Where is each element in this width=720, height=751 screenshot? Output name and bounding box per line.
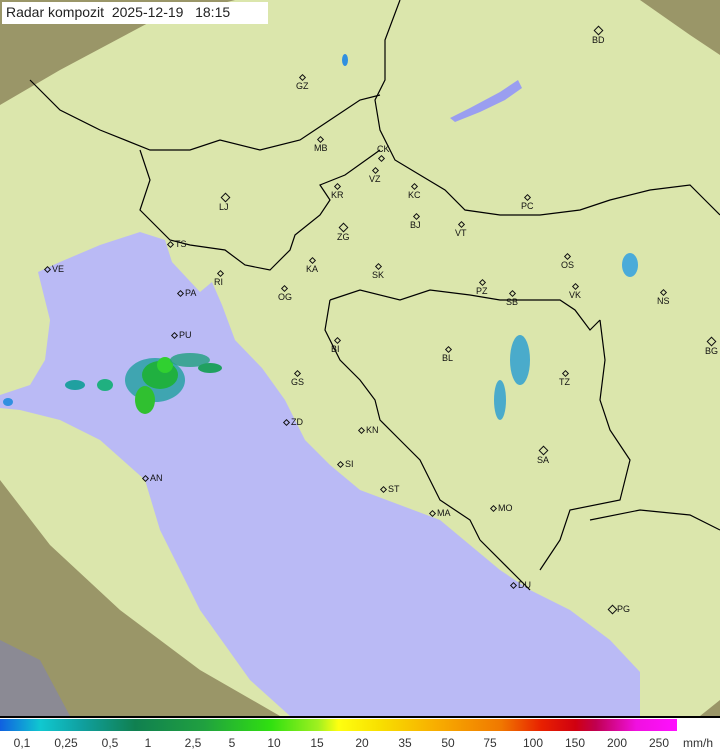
city-label-sb: SB	[506, 297, 519, 307]
sea-outside-coverage	[0, 640, 70, 716]
legend-color-scale	[0, 719, 677, 731]
legend-label: 15	[310, 736, 324, 750]
city-label-tz: TZ	[559, 377, 570, 387]
city-label-mo: MO	[498, 503, 513, 513]
city-label-pg: PG	[617, 604, 631, 614]
city-label-lj: LJ	[219, 202, 229, 212]
city-label-zd: ZD	[291, 417, 303, 427]
legend-label: 35	[398, 736, 412, 750]
map-title: Radar kompozit 2025-12-19 18:15	[2, 2, 268, 24]
city-label-ma: MA	[437, 508, 451, 518]
city-label-vk: VK	[569, 290, 582, 300]
city-label-bg: BG	[705, 346, 719, 356]
city-label-st: ST	[388, 484, 400, 494]
city-label-bd: BD	[592, 35, 605, 45]
city-label-ck: CK	[377, 144, 390, 154]
city-label-ve: VE	[52, 264, 65, 274]
city-label-sk: SK	[372, 270, 385, 280]
country-borders	[29, 0, 720, 591]
city-label-sa: SA	[537, 455, 550, 465]
city-label-kr: KR	[331, 190, 344, 200]
city-label-kn: KN	[366, 425, 379, 435]
city-label-og: OG	[278, 292, 293, 302]
city-label-bi: BI	[331, 344, 340, 354]
legend-label: 5	[228, 736, 236, 750]
legend-label: 0,25	[54, 736, 78, 750]
map-graphics	[0, 0, 720, 716]
city-label-si: SI	[345, 459, 354, 469]
city-label-pu: PU	[179, 330, 192, 340]
city-label-mb: MB	[314, 143, 328, 153]
radar-echoes	[3, 54, 638, 420]
legend-label: 0,1	[13, 736, 31, 750]
radar-map: BD GZ MB CK VZ KR KC PC LJ BJ VT ZG TS VE KA SK OS RI NS PA…	[0, 0, 720, 718]
city-label-pa: PA	[185, 288, 197, 298]
city-label-ts: TS	[175, 239, 187, 249]
legend-label: 20	[355, 736, 369, 750]
city-label-gz: GZ	[296, 81, 309, 91]
city-label-bj: BJ	[410, 220, 421, 230]
city-label-os: OS	[561, 260, 575, 270]
legend-label: 250	[648, 736, 670, 750]
adriatic-sea	[0, 232, 640, 716]
city-label-bl: BL	[442, 353, 454, 363]
city-label-zg: ZG	[337, 232, 350, 242]
legend-label: 75	[483, 736, 497, 750]
lake-balaton	[450, 80, 522, 122]
city-label-pz: PZ	[476, 286, 488, 296]
city-label-ns: NS	[657, 296, 670, 306]
legend-labels: 0,1 0,25 0,5 1 2,5 5 10 15 20 35 50 75 100 150 200 250 m…	[0, 736, 720, 751]
city-label-gs: GS	[291, 377, 305, 387]
city-label-an: AN	[150, 473, 163, 483]
city-label-du: DU	[518, 580, 531, 590]
city-label-ri: RI	[214, 277, 223, 287]
city-label-vz: VZ	[369, 174, 381, 184]
city-label-vt: VT	[455, 228, 467, 238]
legend-unit: mm/h	[683, 736, 713, 750]
legend-label: 1	[144, 736, 152, 750]
legend-label: 150	[564, 736, 586, 750]
legend-label: 0,5	[101, 736, 119, 750]
city-label-pc: PC	[521, 201, 534, 211]
legend-label: 50	[441, 736, 455, 750]
legend-label: 2,5	[184, 736, 202, 750]
city-label-kc: KC	[408, 190, 421, 200]
legend-label: 100	[522, 736, 544, 750]
city-label-ka: KA	[306, 264, 319, 274]
legend-label: 200	[606, 736, 628, 750]
legend-label: 10	[267, 736, 281, 750]
